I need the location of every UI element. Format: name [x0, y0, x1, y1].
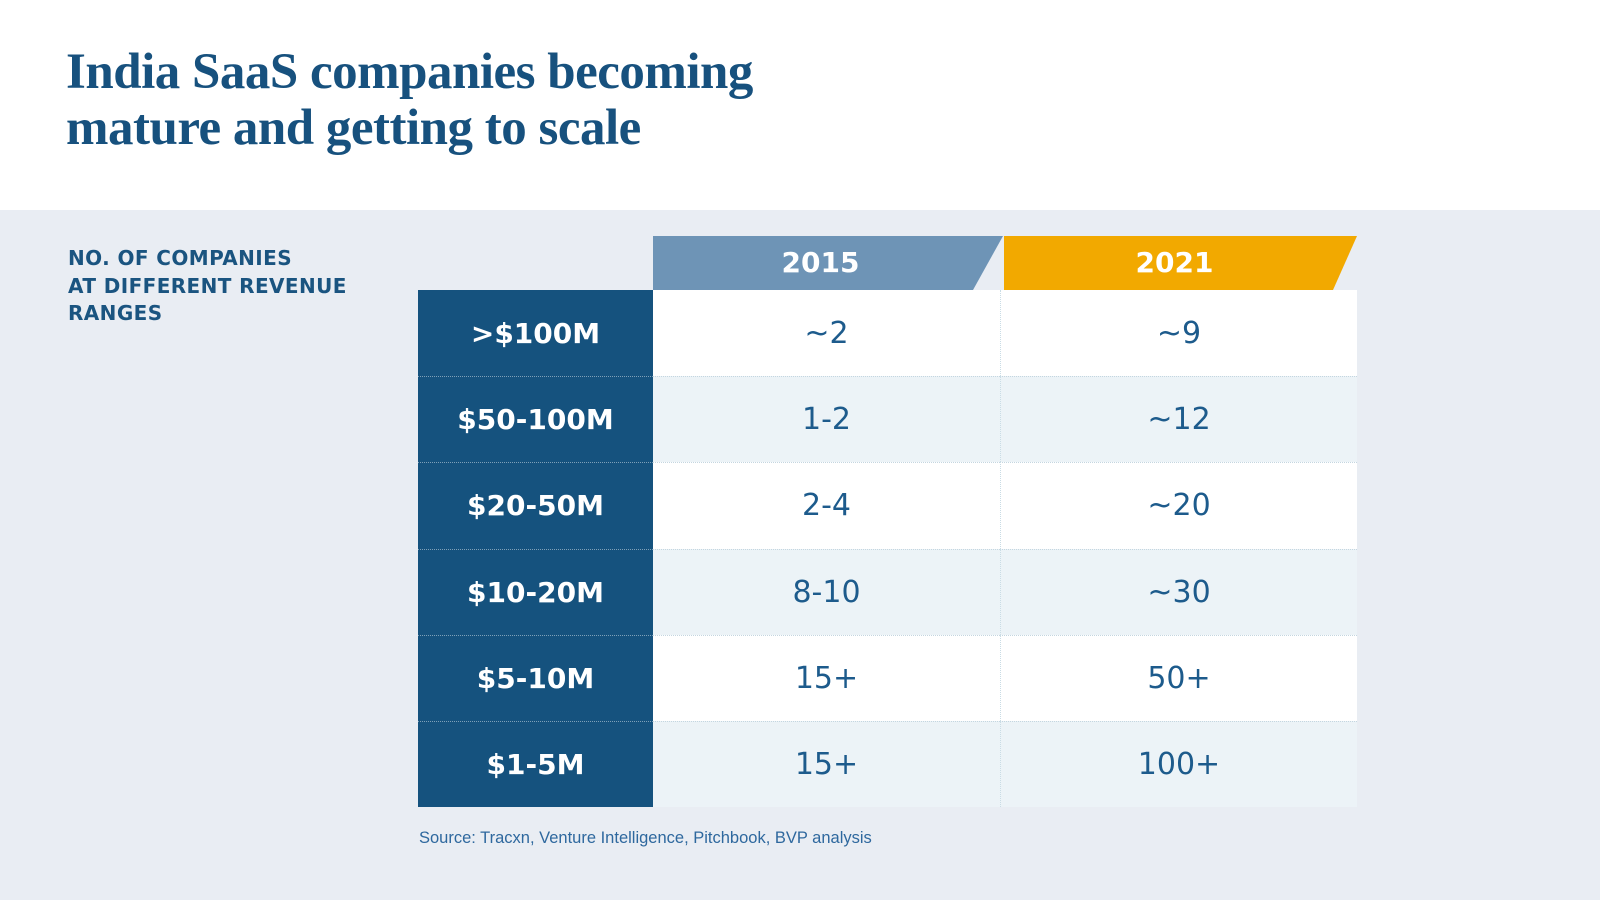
cell-2015: 1-2 [653, 376, 1000, 463]
row-label: >$100M [418, 290, 653, 377]
row-label: $5-10M [418, 634, 653, 721]
column-header-2015: 2015 [653, 236, 1003, 290]
table-row: $10-20M 8-10 ~30 [418, 548, 1357, 635]
cell-2015: 2-4 [653, 462, 1000, 549]
table-row: $50-100M 1-2 ~12 [418, 376, 1357, 463]
table-row: >$100M ~2 ~9 [418, 290, 1357, 377]
header-band: India SaaS companies becoming mature and … [0, 0, 1600, 210]
page-title-line1: India SaaS companies becoming [66, 44, 753, 100]
cell-2015: 15+ [653, 720, 1000, 808]
cell-2015: ~2 [653, 290, 1000, 377]
cell-2021: ~30 [1000, 548, 1357, 635]
row-label: $1-5M [418, 720, 653, 808]
row-label: $10-20M [418, 548, 653, 635]
cell-2021: 100+ [1000, 720, 1357, 808]
table-row: $1-5M 15+ 100+ [418, 720, 1357, 808]
cell-2021: ~9 [1000, 290, 1357, 377]
table-row: $20-50M 2-4 ~20 [418, 462, 1357, 549]
table-body: >$100M ~2 ~9 $50-100M 1-2 ~12 $20-50M 2-… [418, 290, 1357, 808]
column-headers: 2015 2021 [418, 236, 1357, 290]
column-header-2021: 2021 [1004, 236, 1357, 290]
page-title: India SaaS companies becoming mature and … [66, 44, 753, 156]
revenue-axis-label: NO. OF COMPANIES AT DIFFERENT REVENUE RANG… [68, 245, 347, 328]
source-note: Source: Tracxn, Venture Intelligence, Pi… [419, 829, 872, 847]
cell-2015: 8-10 [653, 548, 1000, 635]
revenue-axis-label-line1: NO. OF COMPANIES [68, 246, 293, 270]
companies-table: 2015 2021 >$100M ~2 ~9 $50-100M 1-2 ~12 … [418, 236, 1357, 808]
cell-2021: ~20 [1000, 462, 1357, 549]
page-title-line2: mature and getting to scale [66, 100, 641, 157]
cell-2015: 15+ [653, 634, 1000, 721]
table-row: $5-10M 15+ 50+ [418, 634, 1357, 721]
cell-2021: 50+ [1000, 634, 1357, 721]
row-label: $20-50M [418, 462, 653, 549]
revenue-axis-label-line2: AT DIFFERENT REVENUE [68, 273, 347, 298]
cell-2021: ~12 [1000, 376, 1357, 463]
row-label: $50-100M [418, 376, 653, 463]
revenue-axis-label-line3: RANGES [68, 301, 163, 326]
